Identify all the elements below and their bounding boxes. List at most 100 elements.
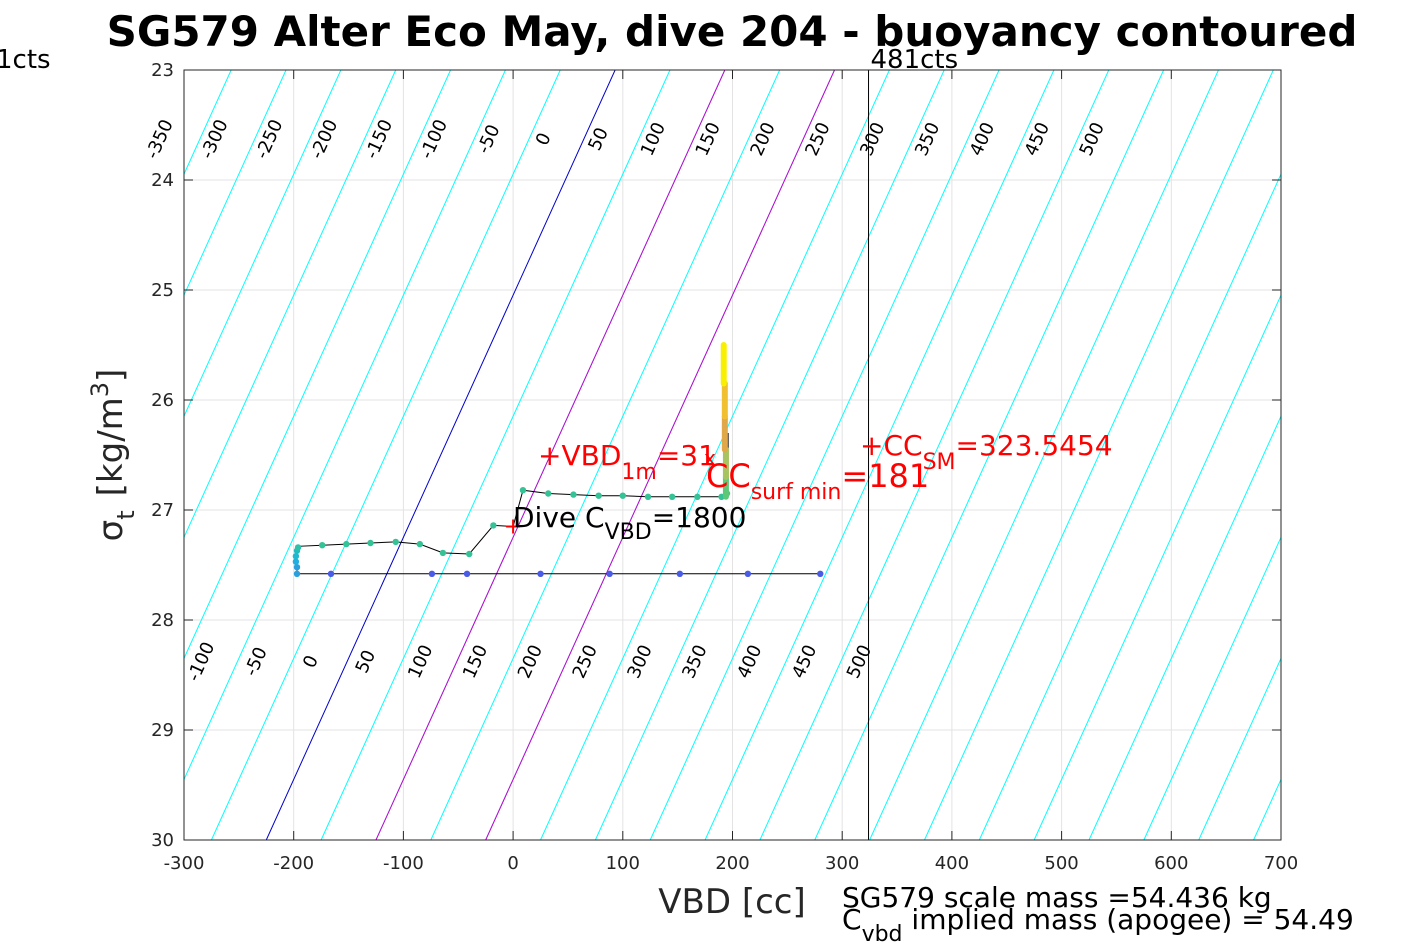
x-axis-title: VBD [cc] <box>658 882 806 922</box>
dive-cvbd-annotation: Dive CVBD=1800 <box>513 501 746 545</box>
data-series <box>292 342 824 577</box>
contour-line <box>649 70 1000 840</box>
cc-surf-sub: surf min <box>751 480 842 505</box>
contour-line <box>184 70 452 660</box>
y-tick-label: 30 <box>151 830 174 851</box>
contour-line <box>978 172 1281 840</box>
cc-sm-suffix: =323.5454 <box>956 429 1113 462</box>
cc-surf-main: CC <box>706 457 751 495</box>
y-tick-label: 28 <box>151 610 174 631</box>
data-point <box>570 491 577 498</box>
x-tick-label: 0 <box>507 853 518 874</box>
buoyancy-contours <box>0 70 1281 840</box>
y-tick-label: 24 <box>151 170 174 191</box>
y-axis-tail: ] <box>91 369 131 382</box>
dive-cvbd-suffix: =1800 <box>652 501 747 534</box>
contour-line <box>184 70 397 539</box>
data-point <box>537 570 544 577</box>
data-point <box>293 570 301 577</box>
y-axis-symbol: σ <box>91 520 131 542</box>
contour-line <box>0 70 67 840</box>
axis-ticks: -300 -200 -100 0 100 200 300 400 500 600 700 23 24 25… <box>151 60 1298 874</box>
zero-contour-line <box>265 70 616 840</box>
data-point <box>545 490 552 497</box>
dive-cvbd-prefix: Dive C <box>513 501 605 534</box>
contour-line <box>814 70 1165 840</box>
data-point <box>606 570 613 577</box>
y-tick-label: 25 <box>151 280 174 301</box>
cc-sm-annotation: +CCSM=323.5454 <box>860 429 1113 475</box>
data-point <box>744 570 752 577</box>
y-axis-sup: 3 <box>86 382 114 397</box>
cc-surf-mark: x <box>704 446 716 470</box>
data-point <box>490 522 497 529</box>
data-point <box>694 493 701 500</box>
contour-line <box>759 70 1110 840</box>
data-point <box>343 540 350 548</box>
y-tick-label: 27 <box>151 500 174 521</box>
footer-scale-mass: SG579 scale mass =54.436 kg <box>842 881 1272 914</box>
contour-line <box>869 70 1219 840</box>
data-point <box>292 553 300 560</box>
contour-line <box>430 70 781 840</box>
footer-c: C <box>842 903 862 936</box>
y-tick-label: 23 <box>151 60 174 81</box>
data-point <box>644 493 652 500</box>
data-point <box>416 540 424 548</box>
contour-line <box>210 70 561 840</box>
cc-surf-suffix: =181 <box>841 457 929 495</box>
contour-line <box>184 70 506 781</box>
contour-line <box>594 70 945 840</box>
data-point <box>327 570 335 577</box>
contour-line <box>184 70 342 418</box>
contour-line <box>320 70 671 840</box>
contour-line <box>924 70 1274 840</box>
contour-line <box>704 70 1055 840</box>
data-point <box>463 570 471 577</box>
data-point <box>668 493 676 500</box>
vbd-1m-prefix: +VBD <box>538 439 621 472</box>
data-point <box>292 558 300 565</box>
vbd-1m-suffix: =31 <box>657 439 716 472</box>
data-point <box>319 542 326 549</box>
y-tick-label: 29 <box>151 720 174 741</box>
x-tick-label: -200 <box>273 853 314 874</box>
contour-line <box>1033 293 1281 840</box>
data-point <box>676 570 684 577</box>
x-tick-label: 400 <box>935 853 969 874</box>
markers <box>506 519 521 534</box>
contour-line <box>0 70 12 840</box>
x-tick-label: 600 <box>1154 853 1188 874</box>
chart-title: SG579 Alter Eco May, dive 204 - buoyancy… <box>107 7 1358 56</box>
vbd-1m-annotation: +VBD1m=31 <box>538 439 716 485</box>
dive-cvbd-sub: VBD <box>605 520 652 545</box>
contour-line <box>540 70 890 840</box>
data-point <box>392 538 399 546</box>
cc-sm-prefix: +CC <box>860 429 923 462</box>
y-axis-main: [kg/m <box>91 397 131 496</box>
data-point <box>519 487 527 494</box>
highlight-contour-line <box>375 70 726 840</box>
y-axis-title: σt [kg/m3] <box>86 369 140 542</box>
data-point <box>367 539 374 547</box>
contour-label-upper: -350 <box>142 116 178 162</box>
x-tick-label: -300 <box>164 853 205 874</box>
data-point <box>293 564 301 571</box>
x-tick-label: 500 <box>1044 853 1078 874</box>
contour-line <box>0 70 176 840</box>
cc-surf-annotation: CCsurf min=181 <box>706 457 929 505</box>
footer-implied-tail: implied mass (apogee) = 54.49 <box>903 903 1354 936</box>
x-tick-label: 300 <box>825 853 859 874</box>
footer-vbd-sub: vbd <box>862 922 903 945</box>
corner-left-label: 1cts <box>0 45 51 75</box>
data-point <box>466 550 473 558</box>
x-tick-label: 200 <box>715 853 749 874</box>
contour-line <box>1198 657 1281 840</box>
data-point <box>294 544 302 551</box>
contour-line <box>184 70 287 297</box>
footer-implied-mass: Cvbd implied mass (apogee) = 54.49 <box>842 903 1354 945</box>
x-tick-label: 100 <box>606 853 640 874</box>
vbd-1m-sub: 1m <box>621 460 656 485</box>
data-point <box>817 570 824 577</box>
